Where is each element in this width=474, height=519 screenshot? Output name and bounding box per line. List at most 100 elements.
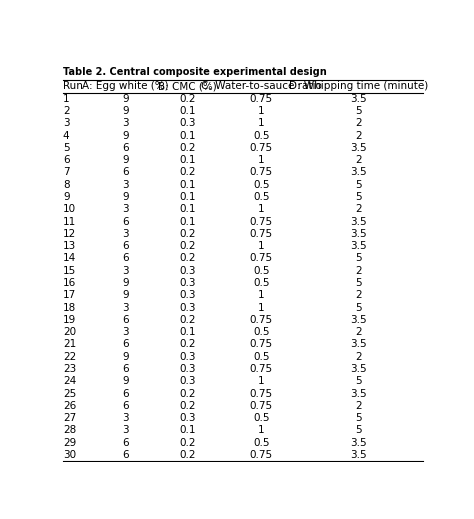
- Text: 6: 6: [122, 216, 128, 227]
- Text: 0.3: 0.3: [180, 278, 196, 288]
- Text: 30: 30: [63, 450, 76, 460]
- Text: 0.2: 0.2: [180, 168, 196, 177]
- Text: 0.2: 0.2: [180, 143, 196, 153]
- Text: 6: 6: [122, 339, 128, 349]
- Text: 0.2: 0.2: [180, 229, 196, 239]
- Text: 3.5: 3.5: [350, 241, 367, 251]
- Text: 3: 3: [122, 413, 128, 423]
- Text: 22: 22: [63, 352, 76, 362]
- Text: 2: 2: [356, 131, 362, 141]
- Text: 5: 5: [63, 143, 70, 153]
- Text: 25: 25: [63, 389, 76, 399]
- Text: 1: 1: [258, 426, 264, 435]
- Text: 3: 3: [63, 118, 70, 128]
- Text: 3.5: 3.5: [350, 315, 367, 325]
- Text: 0.75: 0.75: [250, 339, 273, 349]
- Text: 0.3: 0.3: [180, 364, 196, 374]
- Text: 2: 2: [356, 327, 362, 337]
- Text: 0.5: 0.5: [253, 180, 270, 189]
- Text: 6: 6: [122, 401, 128, 411]
- Text: B: CMC (%): B: CMC (%): [158, 81, 217, 91]
- Text: Table 2. Central composite experimental design: Table 2. Central composite experimental …: [63, 67, 327, 77]
- Text: 2: 2: [63, 106, 70, 116]
- Text: 0.2: 0.2: [180, 315, 196, 325]
- Text: 9: 9: [122, 155, 128, 165]
- Text: 3.5: 3.5: [350, 216, 367, 227]
- Text: 6: 6: [122, 168, 128, 177]
- Text: 0.1: 0.1: [180, 192, 196, 202]
- Text: C: Water-to-sauce ratio: C: Water-to-sauce ratio: [201, 81, 322, 91]
- Text: 23: 23: [63, 364, 76, 374]
- Text: 19: 19: [63, 315, 76, 325]
- Text: 6: 6: [122, 253, 128, 264]
- Text: 0.5: 0.5: [253, 266, 270, 276]
- Text: D: Whipping time (minute): D: Whipping time (minute): [289, 81, 428, 91]
- Text: 2: 2: [356, 118, 362, 128]
- Text: 0.1: 0.1: [180, 216, 196, 227]
- Text: 0.2: 0.2: [180, 94, 196, 104]
- Text: 0.1: 0.1: [180, 106, 196, 116]
- Text: 3.5: 3.5: [350, 389, 367, 399]
- Text: 0.75: 0.75: [250, 253, 273, 264]
- Text: 0.2: 0.2: [180, 389, 196, 399]
- Text: 3.5: 3.5: [350, 339, 367, 349]
- Text: 6: 6: [122, 438, 128, 448]
- Text: 5: 5: [356, 253, 362, 264]
- Text: 7: 7: [63, 168, 70, 177]
- Text: 3: 3: [122, 426, 128, 435]
- Text: 5: 5: [356, 180, 362, 189]
- Text: 3.5: 3.5: [350, 450, 367, 460]
- Text: 0.5: 0.5: [253, 192, 270, 202]
- Text: 3.5: 3.5: [350, 143, 367, 153]
- Text: 0.1: 0.1: [180, 204, 196, 214]
- Text: 15: 15: [63, 266, 76, 276]
- Text: 26: 26: [63, 401, 76, 411]
- Text: 0.2: 0.2: [180, 339, 196, 349]
- Text: 9: 9: [122, 290, 128, 301]
- Text: 9: 9: [122, 278, 128, 288]
- Text: 5: 5: [356, 413, 362, 423]
- Text: 21: 21: [63, 339, 76, 349]
- Text: 9: 9: [122, 192, 128, 202]
- Text: 0.2: 0.2: [180, 241, 196, 251]
- Text: 27: 27: [63, 413, 76, 423]
- Text: 0.75: 0.75: [250, 389, 273, 399]
- Text: 0.2: 0.2: [180, 253, 196, 264]
- Text: 0.75: 0.75: [250, 94, 273, 104]
- Text: 6: 6: [122, 389, 128, 399]
- Text: 3: 3: [122, 327, 128, 337]
- Text: 4: 4: [63, 131, 70, 141]
- Text: 6: 6: [122, 364, 128, 374]
- Text: 0.5: 0.5: [253, 438, 270, 448]
- Text: Run: Run: [63, 81, 83, 91]
- Text: 20: 20: [63, 327, 76, 337]
- Text: 0.3: 0.3: [180, 118, 196, 128]
- Text: 1: 1: [258, 303, 264, 312]
- Text: 0.75: 0.75: [250, 401, 273, 411]
- Text: 0.3: 0.3: [180, 352, 196, 362]
- Text: 3.5: 3.5: [350, 229, 367, 239]
- Text: 6: 6: [122, 241, 128, 251]
- Text: 8: 8: [63, 180, 70, 189]
- Text: 1: 1: [258, 155, 264, 165]
- Text: 3: 3: [122, 303, 128, 312]
- Text: 9: 9: [122, 131, 128, 141]
- Text: 1: 1: [258, 106, 264, 116]
- Text: 6: 6: [63, 155, 70, 165]
- Text: 2: 2: [356, 352, 362, 362]
- Text: 3.5: 3.5: [350, 438, 367, 448]
- Text: 0.5: 0.5: [253, 413, 270, 423]
- Text: 5: 5: [356, 192, 362, 202]
- Text: 9: 9: [63, 192, 70, 202]
- Text: A: Egg white (%): A: Egg white (%): [82, 81, 169, 91]
- Text: 13: 13: [63, 241, 76, 251]
- Text: 14: 14: [63, 253, 76, 264]
- Text: 0.75: 0.75: [250, 168, 273, 177]
- Text: 0.2: 0.2: [180, 438, 196, 448]
- Text: 5: 5: [356, 106, 362, 116]
- Text: 9: 9: [122, 106, 128, 116]
- Text: 1: 1: [258, 118, 264, 128]
- Text: 0.3: 0.3: [180, 413, 196, 423]
- Text: 0.5: 0.5: [253, 327, 270, 337]
- Text: 0.3: 0.3: [180, 376, 196, 386]
